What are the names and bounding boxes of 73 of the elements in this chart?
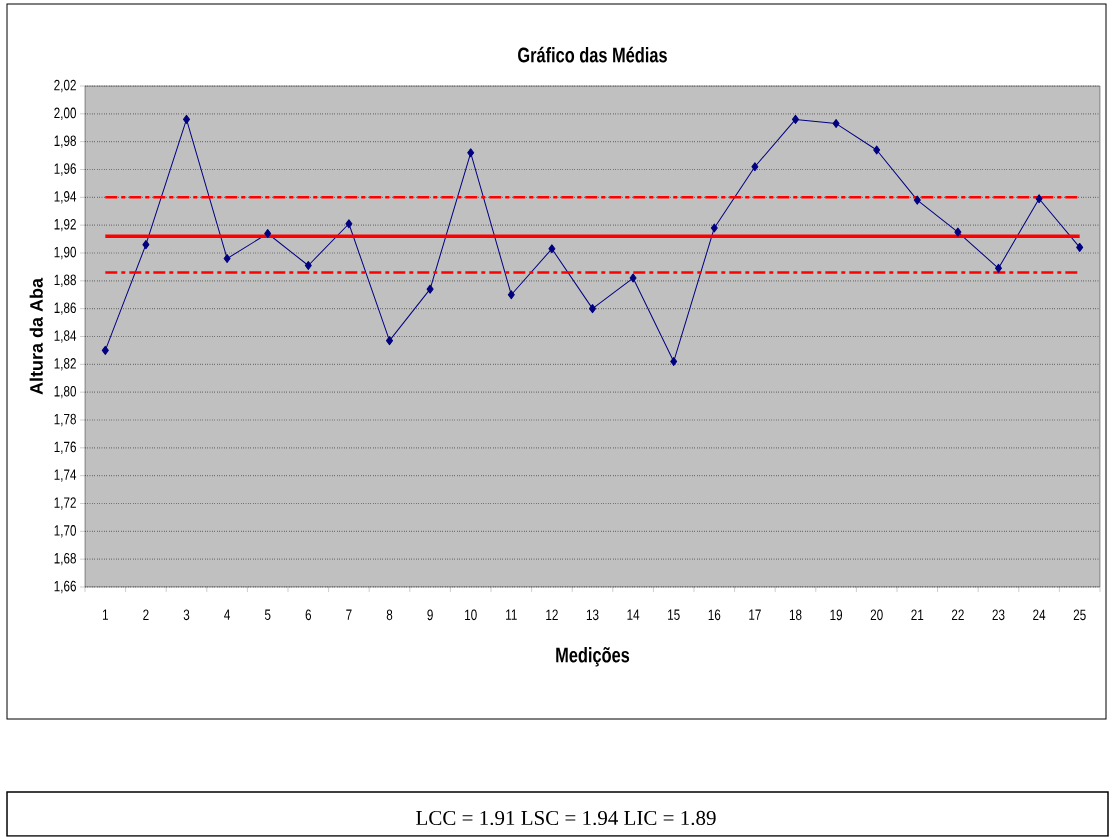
point <box>913 195 921 205</box>
chart-title: Gráfico das Médias <box>518 46 667 63</box>
y-tick-label: 1,70 <box>54 525 77 538</box>
point <box>386 336 393 346</box>
y-tick-label: 1,82 <box>54 358 76 371</box>
x-tick-label: 16 <box>708 609 721 621</box>
x-tick-label: 2 <box>143 609 149 621</box>
y-tick-label: 1,88 <box>54 274 76 288</box>
x-tick-label: 21 <box>911 609 924 621</box>
point <box>791 115 799 125</box>
text: LCC = 1.91 LSC = 1.94 LIC = 1.89 <box>416 810 716 826</box>
point <box>304 261 312 271</box>
y-tick-label: 1,86 <box>54 302 76 315</box>
x-tick-label: 12 <box>546 609 558 621</box>
point <box>588 304 596 314</box>
point <box>467 148 475 158</box>
x-tick-label: 3 <box>183 609 190 621</box>
y-tick-label: 1,76 <box>54 441 76 455</box>
x-tick-label: 17 <box>749 609 761 620</box>
point <box>142 240 150 250</box>
y-tick-label: 1,74 <box>54 469 77 482</box>
x-tick-label: 13 <box>586 609 599 621</box>
point <box>751 162 759 172</box>
point <box>223 254 231 264</box>
point <box>629 273 637 283</box>
point <box>507 290 515 300</box>
y-tick-label: 1,90 <box>54 246 77 260</box>
x-tick-label: 1 <box>102 609 108 620</box>
x-tick-label: 14 <box>627 609 640 620</box>
point <box>1076 243 1084 253</box>
x-tick-label: 11 <box>506 609 517 620</box>
point <box>101 346 109 356</box>
x-tick-label: 9 <box>427 609 433 621</box>
y-tick-label: 1,94 <box>54 191 77 204</box>
x-tick-label: 10 <box>465 609 477 621</box>
x-tick-label: 4 <box>224 609 231 620</box>
y-tick-label: 1,66 <box>54 580 76 594</box>
point <box>548 244 556 254</box>
y-tick-label: 1,92 <box>54 219 76 232</box>
y-tick-label: 2,00 <box>54 107 77 121</box>
y-tick-label: 1,80 <box>54 386 77 399</box>
point <box>345 219 353 229</box>
x-tick-label: 8 <box>386 609 393 621</box>
point <box>954 227 962 237</box>
point <box>832 119 840 129</box>
point <box>670 357 678 367</box>
y-tick-label: 1,78 <box>54 413 76 427</box>
x-tick-label: 20 <box>870 609 883 621</box>
point <box>710 223 718 233</box>
x-tick-label: 5 <box>264 609 271 621</box>
x-tick-label: 7 <box>346 609 352 620</box>
x-tick-label: 24 <box>1033 609 1046 621</box>
y-axis-title: Altura da Aba <box>29 278 43 395</box>
x-tick-label: 23 <box>992 609 1005 621</box>
x-tick-label: 15 <box>668 609 680 621</box>
point <box>994 263 1002 273</box>
y-tick-label: 1,84 <box>54 330 77 343</box>
point <box>183 115 190 125</box>
point <box>264 229 272 239</box>
point <box>1035 194 1043 204</box>
point <box>873 145 881 155</box>
y-tick-label: 1,72 <box>54 497 76 510</box>
y-tick-label: 1,96 <box>54 163 76 176</box>
x-tick-label: 25 <box>1073 609 1086 621</box>
point <box>426 284 434 294</box>
x-tick-label: 18 <box>789 609 802 621</box>
y-tick-label: 1,98 <box>54 135 76 148</box>
x-tick-label: 19 <box>830 609 843 621</box>
x-axis-title: Medições <box>556 647 630 667</box>
y-tick-label: 1,68 <box>54 553 76 566</box>
x-tick-label: 22 <box>951 609 964 621</box>
y-tick-label: 2,02 <box>54 79 76 93</box>
x-tick-label: 6 <box>305 609 312 621</box>
